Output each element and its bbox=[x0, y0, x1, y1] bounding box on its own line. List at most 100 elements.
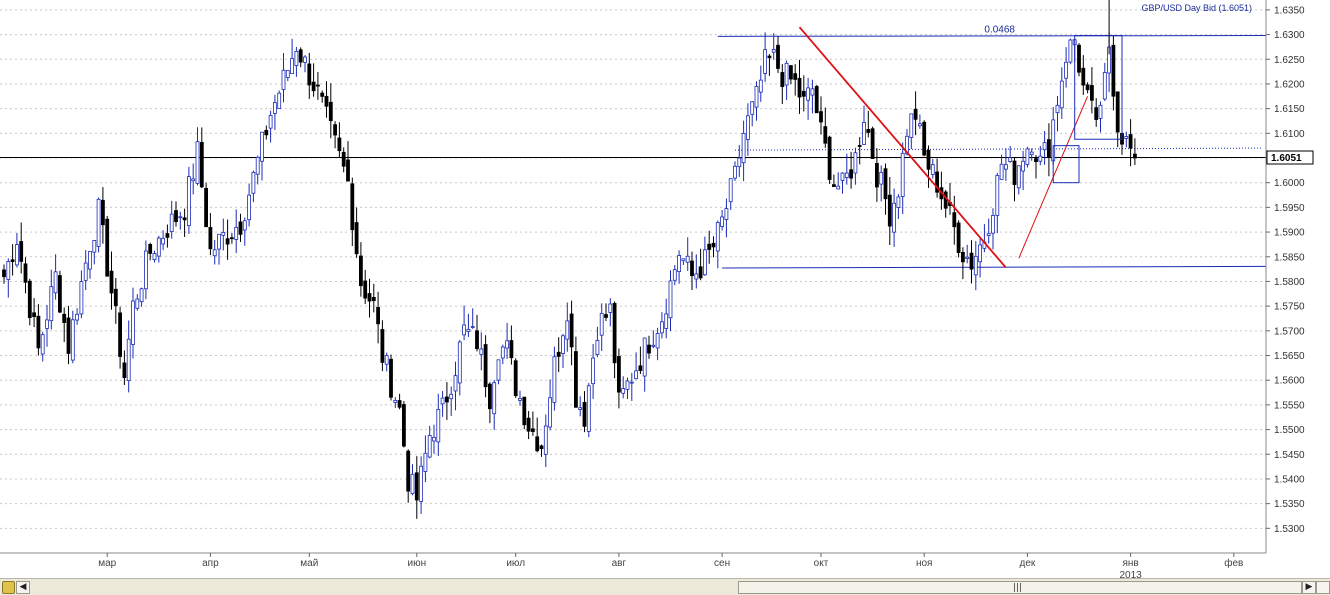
candle-body bbox=[1034, 158, 1038, 163]
candle bbox=[849, 151, 853, 189]
chart-canvas[interactable]: 1.5300 1.5350 1.5400 1.5450 1.5500 1.5550 1.56… bbox=[0, 0, 1330, 578]
candle-body bbox=[234, 226, 239, 240]
candle-body bbox=[707, 243, 712, 250]
scrollbar-thumb[interactable]: ||| bbox=[738, 581, 1302, 594]
candle-body bbox=[363, 280, 368, 299]
candle bbox=[522, 396, 527, 430]
candle bbox=[423, 435, 428, 482]
candle-body bbox=[457, 341, 462, 384]
candle-body bbox=[122, 362, 127, 379]
candle-body bbox=[591, 357, 595, 385]
candle-body bbox=[595, 340, 600, 355]
candle bbox=[909, 113, 914, 150]
scroll-end-icon[interactable] bbox=[1316, 581, 1330, 594]
candle-body bbox=[741, 132, 746, 164]
candle-body bbox=[152, 253, 157, 261]
candle bbox=[354, 207, 359, 258]
x-tick-label: май bbox=[300, 558, 318, 569]
candle bbox=[92, 240, 97, 265]
time-scrollbar[interactable]: ◀ ||| ▶ bbox=[0, 578, 1330, 595]
candle bbox=[419, 456, 424, 514]
candle-body bbox=[642, 337, 647, 377]
price-chart[interactable]: 1.5300 1.5350 1.5400 1.5450 1.5500 1.5550 1.56… bbox=[0, 0, 1330, 578]
candle-body bbox=[298, 49, 303, 63]
candle bbox=[789, 65, 793, 85]
candle-body bbox=[763, 49, 767, 74]
candle-body bbox=[1102, 72, 1107, 100]
candle bbox=[303, 55, 307, 73]
candle-body bbox=[728, 178, 733, 203]
x-tick-label: мар bbox=[98, 558, 116, 569]
candle-body bbox=[376, 306, 381, 325]
candle bbox=[1098, 101, 1103, 133]
candle-body bbox=[49, 286, 54, 322]
candle bbox=[965, 244, 970, 264]
candle-body bbox=[548, 397, 552, 428]
candle bbox=[70, 310, 75, 364]
candle-body bbox=[161, 237, 166, 245]
candle-body bbox=[143, 250, 148, 290]
candle-body bbox=[229, 237, 234, 240]
chart-icon[interactable] bbox=[2, 581, 15, 594]
candle bbox=[969, 240, 974, 284]
candle bbox=[320, 90, 325, 103]
candle-body bbox=[423, 452, 428, 472]
candle-body bbox=[281, 69, 286, 90]
candle-body bbox=[522, 396, 527, 426]
candle-body bbox=[2, 269, 6, 278]
candle-body bbox=[1085, 84, 1090, 91]
candle bbox=[634, 352, 638, 380]
candle bbox=[995, 172, 1000, 234]
candle bbox=[492, 380, 497, 430]
x-tick-label: дек bbox=[1020, 558, 1036, 569]
candle bbox=[604, 303, 608, 322]
scroll-left-arrow-icon[interactable]: ◀ bbox=[16, 581, 30, 594]
scroll-right-arrow-icon[interactable]: ▶ bbox=[1302, 581, 1316, 594]
candle bbox=[169, 200, 174, 239]
candle-body bbox=[1064, 61, 1068, 79]
x-tick-label: янв bbox=[1122, 558, 1138, 569]
candle-body bbox=[926, 149, 931, 170]
candle-body bbox=[1042, 142, 1047, 151]
candle-body bbox=[875, 163, 879, 188]
candle bbox=[763, 32, 767, 82]
candle bbox=[1077, 43, 1081, 77]
candle bbox=[771, 33, 776, 60]
candle bbox=[711, 236, 716, 258]
candle-body bbox=[324, 95, 329, 107]
y-tick-label: 1.5450 bbox=[1274, 450, 1305, 461]
channel-top-line bbox=[717, 35, 1267, 37]
candle bbox=[827, 135, 832, 184]
candle bbox=[36, 304, 41, 356]
candle bbox=[746, 103, 750, 156]
candle bbox=[642, 337, 647, 392]
candle bbox=[896, 194, 901, 219]
candle bbox=[879, 165, 884, 202]
candle bbox=[591, 344, 595, 399]
candle bbox=[195, 127, 200, 186]
candle-body bbox=[664, 313, 669, 329]
candle bbox=[638, 346, 643, 375]
candle bbox=[991, 208, 995, 250]
candle-body bbox=[703, 249, 707, 276]
candle-body bbox=[793, 73, 798, 80]
candle bbox=[1059, 67, 1064, 119]
candle-body bbox=[290, 58, 295, 75]
candle bbox=[801, 75, 806, 112]
candle bbox=[698, 248, 703, 281]
x-tick-label: июн bbox=[407, 558, 426, 569]
candle-body bbox=[634, 370, 638, 380]
candle-body bbox=[139, 288, 144, 303]
candles-layer bbox=[2, 31, 1137, 519]
candle-body bbox=[427, 435, 432, 458]
candle bbox=[832, 174, 836, 187]
candle-body bbox=[578, 407, 583, 410]
candle bbox=[513, 358, 518, 398]
candle-body bbox=[32, 312, 36, 318]
candle-body bbox=[1068, 39, 1073, 63]
candle bbox=[135, 294, 140, 311]
candle-body bbox=[935, 171, 939, 193]
candle-body bbox=[260, 131, 264, 162]
candle bbox=[913, 91, 918, 136]
candle bbox=[668, 270, 673, 332]
